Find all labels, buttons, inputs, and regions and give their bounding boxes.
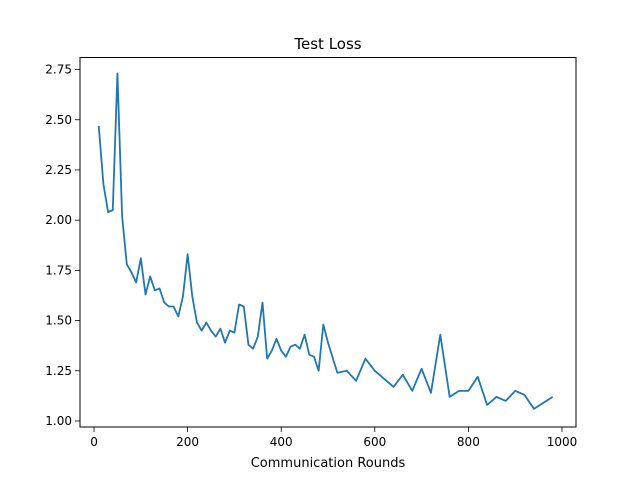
x-tick-label: 200 [176,435,199,449]
y-tick-label: 2.00 [45,213,72,227]
x-tick-label: 1000 [547,435,578,449]
y-tick-label: 2.75 [45,63,72,77]
y-tick-label: 2.25 [45,163,72,177]
chart-title: Test Loss [293,35,361,53]
x-tick-label: 400 [270,435,293,449]
y-tick-label: 1.25 [45,364,72,378]
plot-frame [79,57,577,428]
x-axis: 0 200 400 600 800 1000 [90,427,577,449]
series-layer [97,72,554,410]
y-tick-label: 1.00 [45,414,72,428]
x-tick-label: 600 [363,435,386,449]
y-axis: 1.00 1.25 1.50 1.75 2.00 2.25 2.50 2.75 [45,63,80,428]
x-tick-label: 800 [457,435,480,449]
y-tick-label: 1.75 [45,263,72,277]
x-axis-label: Communication Rounds [251,456,406,471]
y-tick-label: 2.50 [45,113,72,127]
series-line-0 [97,72,554,410]
x-tick-label: 0 [90,435,98,449]
y-tick-label: 1.50 [45,314,72,328]
